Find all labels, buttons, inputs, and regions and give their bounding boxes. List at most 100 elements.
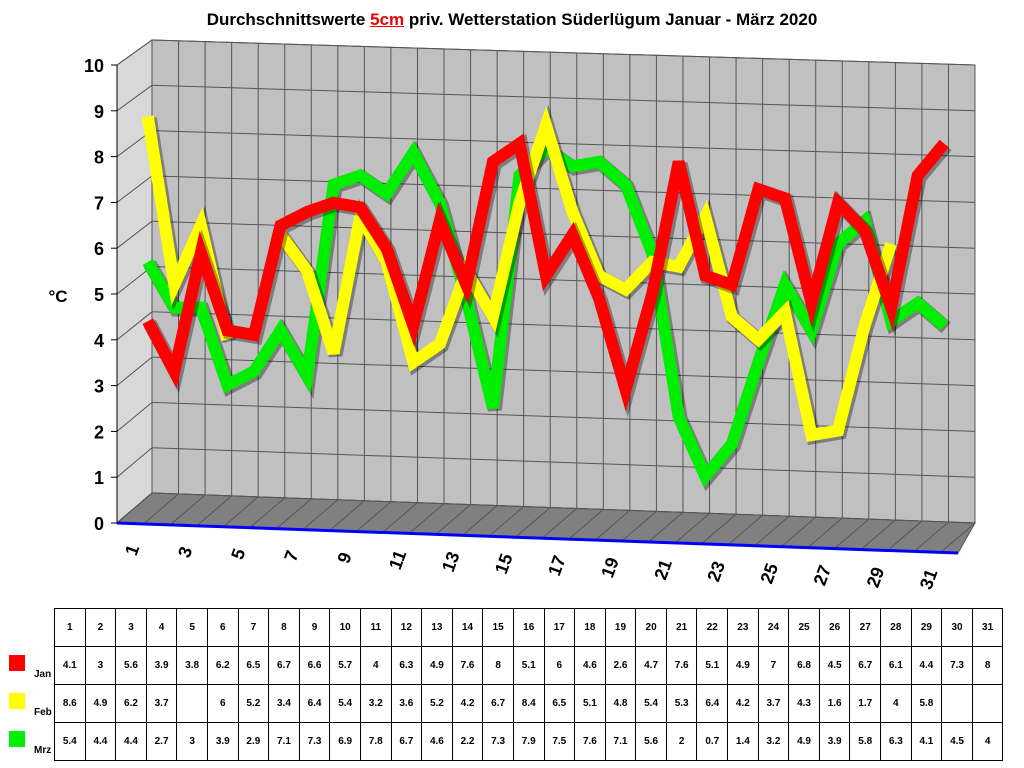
table-cell: 7.6 [574,722,606,761]
table-cell: 6.6 [298,646,331,685]
table-cell: 2.9 [237,722,270,761]
table-header-cell: 20 [635,608,667,647]
grid-line-h [151,311,976,341]
table-cell: 3.9 [818,722,851,761]
floor-line [939,522,976,554]
y-tick-label: 7 [94,193,104,213]
legend-entry-jan: Jan [4,646,55,685]
x-tick-label: 1 [121,542,143,558]
grid-line-h [151,84,976,112]
table-header-cell: 30 [941,608,973,647]
table-cell: 5.1 [696,646,729,685]
y-tick-label: 10 [84,56,104,76]
table-header-cell: 2 [84,608,117,647]
table-cell: 4.2 [727,684,759,723]
table-header-cell: 26 [818,608,851,647]
series-line-jan [142,133,949,412]
table-cell: 7.6 [451,646,484,685]
table-cell: 7.3 [482,722,514,761]
grid-line-side [116,84,153,112]
table-row: Jan 4.1 3 5.6 3.9 3.8 6.2 6.5 6.7 6.6 5.7 4 6.3 4.9 7.… [4,646,1004,685]
floor-line [514,507,551,538]
floor-line [116,492,153,524]
x-tick-label: 17 [544,553,570,579]
table-cell [971,684,1004,723]
table-cell: 5.6 [115,646,147,685]
grid-line-h [151,39,976,66]
floor-line [355,501,392,533]
table-cell: 0.7 [696,722,729,761]
table-header-cell: 11 [359,608,392,647]
floor-line [753,515,790,547]
table-cell: 3 [176,722,208,761]
table-cell: 6.9 [329,722,361,761]
table-header-cell: 21 [665,608,698,647]
table-header-cell: 22 [696,608,729,647]
floor-line [143,493,179,525]
table-cell: 8.6 [54,684,86,723]
table-cell: 7.1 [604,722,637,761]
data-table: 1 2 3 4 5 6 7 8 9 10 11 12 13 14 15 16 17 18 19 20 21 22 23 24 2… [4,608,1004,761]
y-tick-label: 6 [94,239,104,259]
table-cell: 3.4 [268,684,300,723]
table-header-cell: 19 [604,608,637,647]
table-header-cell: 15 [482,608,514,647]
table-header-cell: 8 [268,608,300,647]
floor-line [886,520,923,552]
table-cell: 7.8 [359,722,392,761]
y-tick-label: 2 [94,422,104,442]
table-cell: 7.5 [543,722,576,761]
table-cell: 4.4 [84,722,117,761]
table-cell: 6.2 [115,684,147,723]
table-cell: 6.4 [298,684,331,723]
table-cell: 5.1 [512,646,545,685]
y-axis-label: °C [48,287,67,306]
table-cell: 2 [665,722,698,761]
table-cell: 6.3 [390,646,423,685]
grid-line-side [116,175,153,203]
table-cell: 7.1 [268,722,300,761]
table-header-cell: 25 [788,608,820,647]
floor-line [302,499,339,531]
table-cell: 4 [971,722,1004,761]
table-cell: 5.1 [574,684,606,723]
table-cell: 7.3 [298,722,331,761]
table-cell: 4.4 [910,646,943,685]
table-cell: 6.1 [880,646,912,685]
table-cell: 3.6 [390,684,423,723]
floor-line [647,511,684,543]
table-header-cell: 4 [145,608,178,647]
floor-line [727,514,763,546]
grid-line-side [116,402,153,432]
floor-line [567,509,604,540]
table-cell: 4.1 [910,722,943,761]
table-cell: 5.6 [635,722,667,761]
table-cell: 4.3 [788,684,820,723]
table-cell: 8 [482,646,514,685]
table-cell: 7 [757,646,790,685]
table-header-cell: 29 [910,608,943,647]
floor-line [329,500,365,532]
table-cell: 6.2 [206,646,239,685]
x-tick-label: 19 [597,555,623,581]
table-header-cell: 12 [390,608,423,647]
table-cell: 1.7 [849,684,882,723]
table-cell: 6.8 [788,646,820,685]
table-cell: 7.9 [512,722,545,761]
x-tick-label: 27 [810,562,836,588]
table-cell: 4.9 [788,722,820,761]
floor-line [435,504,471,535]
legend-label: Feb [34,706,52,718]
chart-title: Durchschnittswerte 5cm priv. Wetterstati… [206,10,818,29]
table-cell: 4.6 [574,646,606,685]
legend-swatch [9,654,25,671]
table-cell: 4.2 [451,684,484,723]
floor-line [488,506,525,537]
table-cell: 5.4 [329,684,361,723]
grid-line-side [116,356,153,386]
grid-line-side [116,447,153,478]
table-cell: 5.3 [665,684,698,723]
table-cell [941,684,973,723]
table-header-cell: 9 [298,608,331,647]
